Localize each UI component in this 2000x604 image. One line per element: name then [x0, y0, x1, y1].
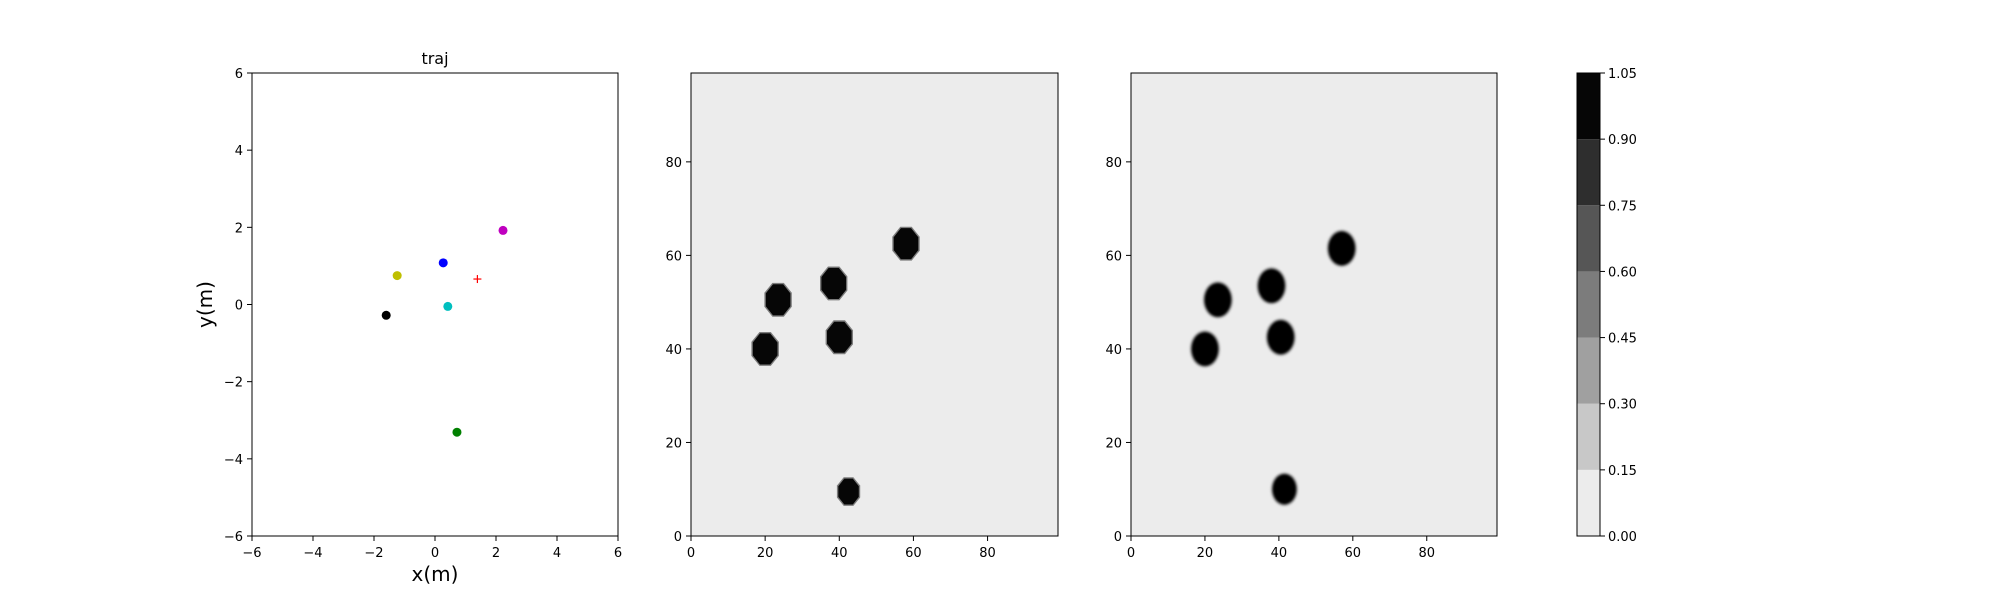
traj-y-tick-label: 4 — [235, 144, 243, 159]
colorbar-band — [1577, 139, 1600, 206]
traj-y-tick-label: 2 — [235, 221, 243, 236]
map-left-obstacle — [892, 226, 920, 261]
goal-marker — [473, 275, 482, 284]
map-right-x-tick-label: 80 — [1418, 546, 1435, 561]
agent-point — [381, 310, 391, 320]
traj-y-tick-label: −6 — [224, 530, 243, 545]
map-left-background — [691, 73, 1058, 536]
map-left-x-tick-label: 20 — [757, 546, 774, 561]
traj-plot-area — [252, 73, 618, 536]
traj-y-tick-label: −4 — [224, 453, 243, 468]
map-left-obstacle — [764, 282, 792, 317]
map-left-y-tick-label: 80 — [665, 156, 682, 171]
map-left-obstacle-core — [893, 228, 919, 260]
map-right-y-tick-label: 80 — [1105, 156, 1122, 171]
colorbar-tick-label: 1.05 — [1608, 67, 1637, 82]
map-left-obstacle — [825, 320, 853, 355]
map-right-obstacle — [1256, 267, 1287, 305]
colorbar-tick-label: 0.00 — [1608, 530, 1637, 545]
colorbar: 0.00 0.15 0.30 0.45 0.60 0.75 0.90 1.05 — [1576, 67, 1637, 545]
map-left-obstacle — [820, 266, 848, 301]
traj-y-tick-label: −2 — [224, 376, 243, 391]
colorbar-band — [1577, 271, 1600, 338]
map-left-y-tick-label: 20 — [665, 436, 682, 451]
traj-x-tick-label: 0 — [431, 546, 439, 561]
map-right-y-tick-label: 20 — [1105, 436, 1122, 451]
map-right-obstacle-core — [1258, 268, 1285, 303]
agent-point — [498, 225, 508, 235]
traj-y-tick-label: 0 — [235, 299, 243, 314]
colorbar-band — [1577, 73, 1600, 140]
traj-x-tick-label: −6 — [242, 546, 261, 561]
colorbar-tick-label: 0.15 — [1608, 464, 1637, 479]
map-left-obstacle — [751, 332, 779, 366]
agent-point — [438, 258, 448, 268]
map-right-x-tick-label: 0 — [1127, 546, 1135, 561]
map-left-y-tick-label: 0 — [674, 530, 682, 545]
agent-point — [392, 271, 402, 281]
colorbar-frame — [1576, 72, 1601, 537]
colorbar-tick-label: 0.75 — [1608, 199, 1637, 214]
map-right-background — [1131, 73, 1497, 536]
map-left-obstacle-core — [765, 284, 791, 316]
traj-x-tick-label: −2 — [364, 546, 383, 561]
map-right-obstacle-core — [1191, 332, 1219, 366]
map-right-obstacle-core — [1328, 231, 1356, 266]
traj-y-tick-label: 6 — [235, 67, 243, 82]
map-left-x-tick-label: 0 — [687, 546, 695, 561]
map-left-obstacle-core — [752, 333, 778, 365]
occupancy-map-right: 0 20 40 60 80 0 20 40 60 80 — [1105, 72, 1498, 561]
occupancy-map-left: 0 20 40 60 80 0 20 40 60 80 — [665, 72, 1059, 561]
map-right-obstacle — [1265, 318, 1296, 356]
x-axis-label: x(m) — [412, 562, 459, 586]
map-left-frame — [690, 72, 1059, 537]
map-right-obstacle — [1202, 281, 1233, 319]
map-right-y-tick-label: 0 — [1114, 530, 1122, 545]
map-right-y-tick-label: 40 — [1105, 343, 1122, 358]
map-right-x-tick-label: 60 — [1345, 546, 1362, 561]
map-left-obstacle-core — [838, 478, 859, 505]
traj-plot-title: traj — [421, 49, 448, 68]
map-right-y-tick-label: 60 — [1105, 249, 1122, 264]
colorbar-band — [1577, 469, 1600, 536]
map-left-x-tick-label: 60 — [905, 546, 922, 561]
traj-x-tick-label: 2 — [492, 546, 500, 561]
agent-point — [443, 301, 453, 311]
colorbar-tick-label: 0.45 — [1608, 332, 1637, 347]
map-right-x-tick-label: 20 — [1197, 546, 1214, 561]
map-right-obstacle-core — [1204, 282, 1232, 317]
map-right-frame — [1130, 72, 1498, 537]
agent-point — [452, 427, 462, 437]
map-right-obstacle — [1270, 472, 1299, 506]
map-left-x-tick-label: 80 — [979, 546, 996, 561]
colorbar-band — [1577, 403, 1600, 470]
map-left-y-tick-label: 60 — [665, 249, 682, 264]
traj-x-tick-label: −4 — [303, 546, 322, 561]
map-right-obstacle-core — [1267, 320, 1295, 355]
colorbar-band — [1577, 337, 1600, 404]
map-left-obstacle — [836, 477, 861, 506]
y-axis-label: y(m) — [193, 281, 217, 328]
colorbar-tick-label: 0.90 — [1608, 133, 1637, 148]
map-right-x-tick-label: 40 — [1271, 546, 1288, 561]
map-right-obstacle-core — [1272, 474, 1297, 505]
traj-x-tick-label: 4 — [553, 546, 561, 561]
colorbar-band — [1577, 205, 1600, 272]
colorbar-tick-label: 0.60 — [1608, 265, 1637, 280]
traj-scatter-plot: −6 −4 −2 0 2 4 6 −6 −4 −2 0 2 4 6 traj x(m) y(m) — [193, 49, 622, 586]
map-left-obstacle-core — [827, 321, 852, 353]
map-left-y-tick-label: 40 — [665, 343, 682, 358]
colorbar-tick-label: 0.30 — [1608, 398, 1637, 413]
map-left-x-tick-label: 40 — [831, 546, 848, 561]
map-right-obstacle — [1189, 330, 1221, 368]
map-left-obstacle-core — [821, 267, 847, 299]
map-right-obstacle — [1326, 229, 1357, 268]
traj-x-tick-label: 6 — [614, 546, 622, 561]
